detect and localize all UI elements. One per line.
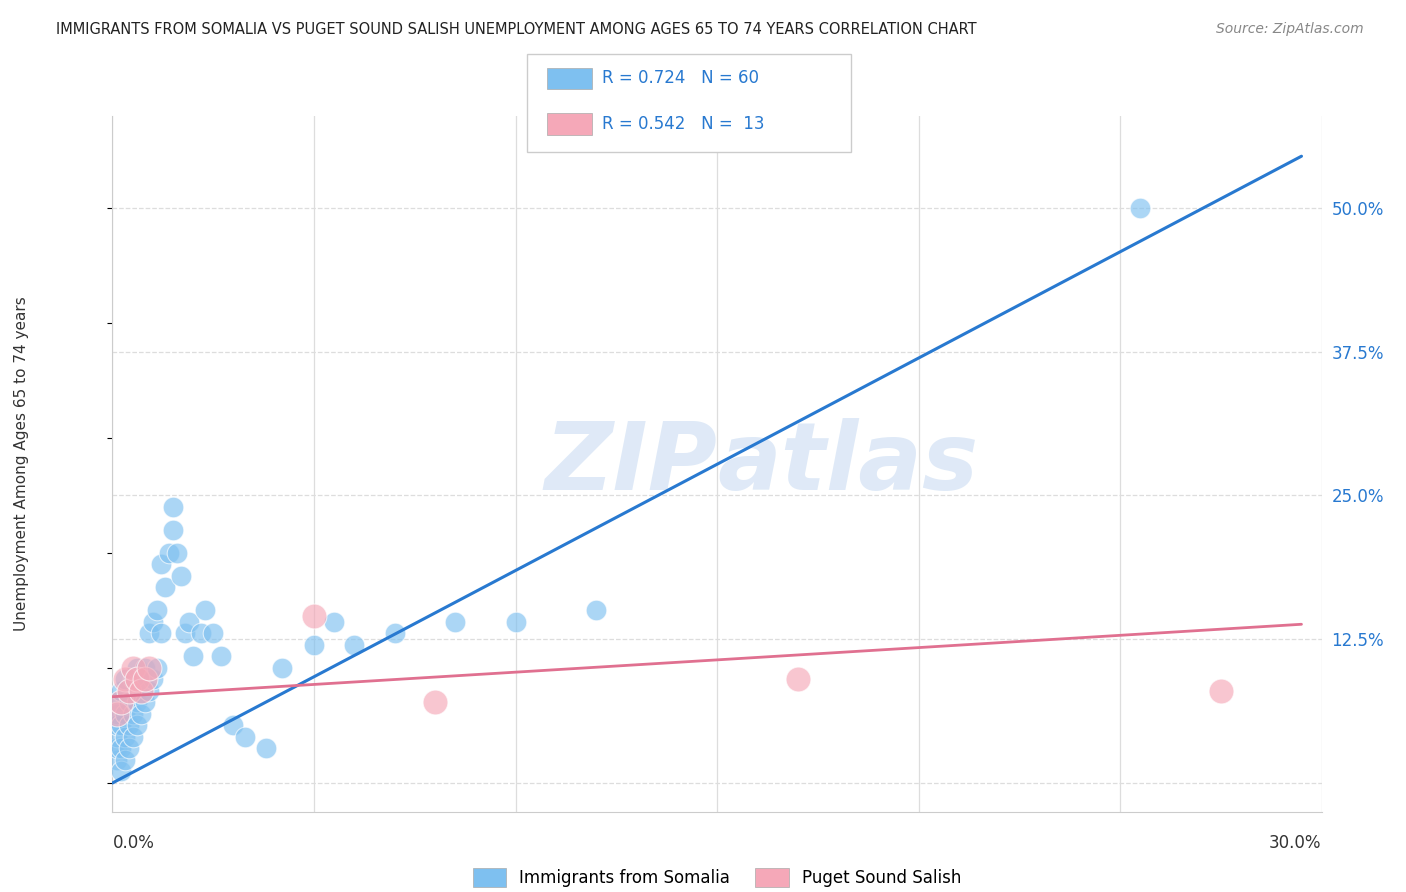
Text: atlas: atlas [717,417,979,510]
Point [105,753,128,767]
Point [222,718,245,732]
Point [134,673,156,687]
Point [117,741,139,756]
Point [202,626,225,640]
Point [423,696,446,710]
Point [585,603,607,617]
Text: R = 0.542   N =  13: R = 0.542 N = 13 [602,115,765,133]
Point [114,673,136,687]
Point [209,649,232,664]
Point [125,696,148,710]
Text: ZIP: ZIP [544,417,717,510]
Point [323,615,346,629]
Point [110,764,132,779]
Point [162,523,184,537]
Point [384,626,406,640]
Point [181,649,204,664]
Point [105,730,128,744]
Point [129,706,152,721]
Point [153,581,176,595]
Text: 0.0%: 0.0% [112,834,155,852]
Point [146,603,169,617]
Point [134,696,156,710]
Point [114,730,136,744]
Point [138,626,160,640]
Point [117,684,139,698]
Point [138,684,160,698]
Point [142,673,165,687]
Point [166,546,188,560]
Point [121,661,143,675]
Point [134,661,156,675]
Point [114,753,136,767]
Point [125,718,148,732]
Point [142,615,165,629]
Point [138,661,160,675]
Point [343,638,366,652]
Point [190,626,212,640]
Point [110,741,132,756]
Point [505,615,527,629]
Point [105,718,128,732]
Point [270,661,292,675]
Point [129,673,152,687]
Point [121,706,143,721]
Point [174,626,197,640]
Point [444,615,467,629]
Text: 30.0%: 30.0% [1270,834,1322,852]
Point [1129,201,1152,215]
Point [121,673,143,687]
Legend: Immigrants from Somalia, Puget Sound Salish: Immigrants from Somalia, Puget Sound Sal… [467,862,967,892]
Point [194,603,217,617]
Point [105,696,128,710]
Point [177,615,200,629]
Point [105,741,128,756]
Text: IMMIGRANTS FROM SOMALIA VS PUGET SOUND SALISH UNEMPLOYMENT AMONG AGES 65 TO 74 Y: IMMIGRANTS FROM SOMALIA VS PUGET SOUND S… [56,22,977,37]
Point [254,741,277,756]
Point [1209,684,1232,698]
Point [105,706,128,721]
Point [129,684,152,698]
Point [110,696,132,710]
Point [170,569,193,583]
Point [125,661,148,675]
Point [117,718,139,732]
Point [786,673,808,687]
Point [162,500,184,514]
Point [105,706,128,721]
Point [146,661,169,675]
Point [110,718,132,732]
Text: Source: ZipAtlas.com: Source: ZipAtlas.com [1216,22,1364,37]
Point [157,546,180,560]
Text: Unemployment Among Ages 65 to 74 years: Unemployment Among Ages 65 to 74 years [14,296,28,632]
Point [302,609,325,624]
Point [125,673,148,687]
Point [149,626,172,640]
Point [114,706,136,721]
Point [114,673,136,687]
Point [235,730,257,744]
Point [117,696,139,710]
Text: R = 0.724   N = 60: R = 0.724 N = 60 [602,70,759,87]
Point [302,638,325,652]
Point [121,730,143,744]
Point [149,558,172,572]
Point [110,684,132,698]
